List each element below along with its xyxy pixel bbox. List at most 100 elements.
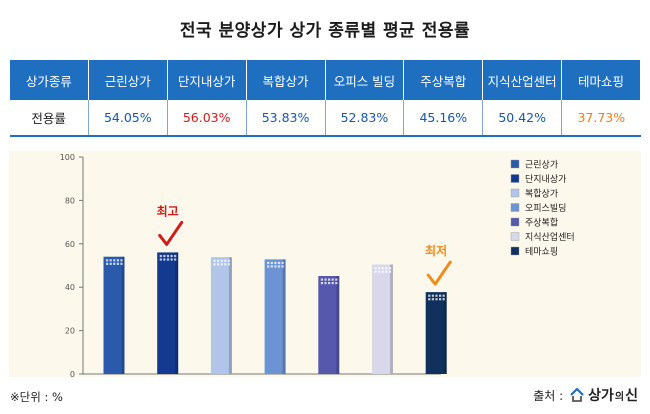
bar-window	[374, 267, 377, 270]
bar-window	[324, 282, 327, 285]
bar-window	[267, 261, 270, 265]
bar-window	[224, 259, 227, 262]
bar-window	[109, 262, 112, 265]
bar-shade	[228, 257, 232, 374]
bar-group	[103, 256, 125, 374]
bar	[103, 256, 125, 374]
checkmark-icon	[158, 220, 184, 246]
bar-window	[163, 254, 166, 258]
bar-window	[439, 298, 442, 301]
house-icon	[570, 387, 584, 402]
y-tick-label: 80	[65, 196, 75, 205]
bar-window	[381, 267, 384, 270]
bar-window	[120, 259, 123, 262]
bar-window	[277, 261, 281, 265]
bar-window	[328, 278, 331, 281]
bar-window	[217, 263, 220, 266]
header-label: 상가종류	[9, 60, 89, 100]
bar	[318, 276, 340, 374]
bar-window	[224, 263, 227, 266]
brand-logo: 상가 의 신	[569, 385, 638, 405]
bar	[210, 257, 232, 374]
col-header: 오피스 빌딩	[324, 60, 405, 100]
bar-window	[174, 254, 177, 258]
y-tick-label: 40	[65, 283, 75, 292]
table-cell-highest: 56.03%	[166, 100, 247, 137]
table-cell-lowest: 37.73%	[561, 100, 641, 137]
legend-label: 근린상가	[525, 160, 558, 171]
bar-window	[213, 259, 216, 262]
chart-area: 0 20 40 60 80 100 최고 최저 근린상가 단지내상가 복합상가 오피스빌딩 주상복합 지식…	[9, 151, 641, 377]
table-cell: 50.42%	[482, 100, 562, 137]
bar-window	[166, 258, 170, 261]
col-header: 지식산업센터	[482, 60, 563, 100]
bar-window	[435, 298, 438, 301]
bar	[264, 259, 286, 374]
bar-window	[120, 262, 123, 265]
table-header-row: 상가종류 근린상가 단지내상가 복합상가 오피스 빌딩 주상복합 지식산업센터 …	[9, 60, 641, 100]
bar-window	[442, 294, 445, 297]
legend-swatch	[510, 203, 520, 212]
col-header: 근린상가	[87, 60, 168, 100]
legend-swatch	[510, 174, 520, 183]
bar-window	[320, 282, 323, 285]
bar-shade	[390, 264, 393, 374]
bar-window	[378, 267, 381, 270]
bar-window	[281, 265, 284, 268]
bar-window	[277, 265, 281, 268]
table-cell: 53.83%	[245, 100, 325, 137]
bar-window	[385, 267, 388, 270]
bar-window	[217, 259, 220, 262]
y-tick-label: 20	[65, 327, 75, 336]
table-cell: 45.16%	[403, 100, 483, 137]
bar-window	[385, 270, 388, 273]
brand-small: 의	[614, 391, 625, 403]
bar-group	[264, 259, 286, 374]
brand-main: 상가	[588, 388, 614, 404]
bar-window	[220, 259, 223, 262]
bar-shade	[443, 292, 447, 374]
legend-swatch	[510, 232, 520, 241]
bar-window	[116, 262, 119, 265]
bar-window	[431, 298, 434, 301]
source: 출처 : 상가 의 신	[533, 385, 638, 405]
y-tick-label: 100	[60, 153, 75, 162]
bar-window	[320, 278, 323, 281]
bar	[372, 264, 393, 374]
legend-swatch	[510, 159, 520, 169]
bar-window	[439, 294, 442, 297]
unit-note: ※단위 : %	[10, 390, 63, 404]
legend-label: 주상복합	[525, 218, 558, 229]
legend-label: 지식산업센터	[525, 232, 575, 243]
bar-window	[331, 278, 334, 281]
bar-shade	[175, 252, 179, 374]
bar-window	[274, 261, 277, 265]
col-header: 주상복합	[403, 60, 484, 100]
bar-window	[227, 263, 230, 266]
bar-window	[388, 267, 392, 270]
bar-window	[388, 270, 392, 273]
bar-window	[174, 258, 177, 261]
bar-window	[270, 265, 273, 268]
legend-label: 복합상가	[525, 189, 558, 200]
table-cell: 52.83%	[324, 100, 404, 137]
annotation-highest: 최고	[157, 203, 179, 218]
bar-group	[318, 276, 340, 374]
legend-swatch	[510, 188, 520, 198]
legend-label: 테마쇼핑	[525, 247, 558, 258]
bar	[157, 252, 179, 374]
bar-window	[109, 259, 112, 262]
checkmark-icon	[426, 260, 452, 286]
bar-window	[166, 254, 170, 258]
bar-window	[170, 258, 173, 261]
y-tick-label: 60	[65, 240, 75, 249]
bar	[425, 292, 447, 374]
bar-window	[335, 282, 338, 285]
bar-group	[425, 292, 447, 374]
chart-title: 전국 분양상가 상가 종류별 평균 전용률	[179, 21, 471, 41]
bar-window	[435, 294, 438, 297]
bar-window	[159, 258, 162, 261]
bar-shade	[282, 259, 286, 374]
legend-swatch	[510, 246, 520, 256]
bar-group	[372, 264, 393, 374]
